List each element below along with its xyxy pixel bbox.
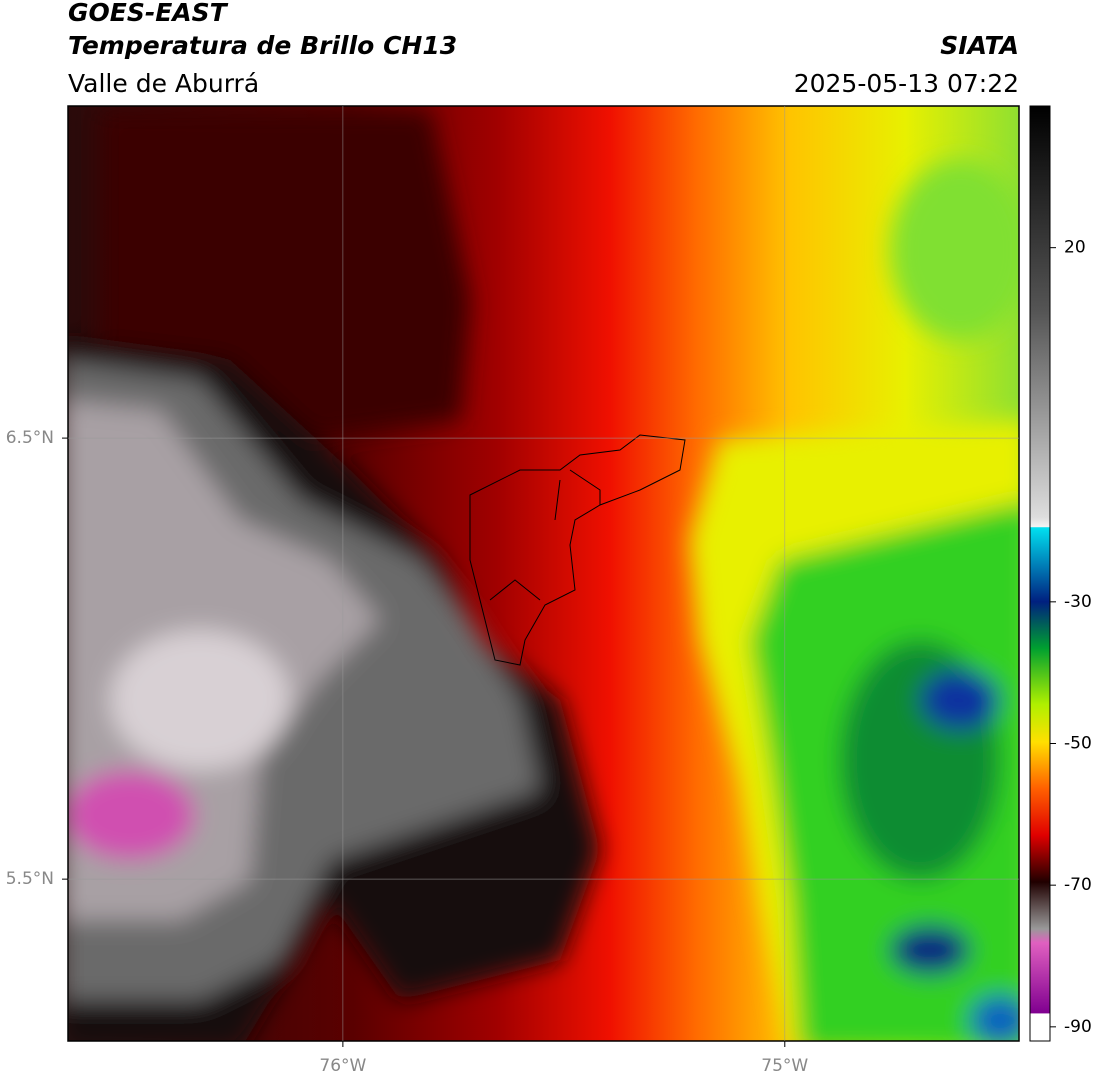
source: SIATA [940, 31, 1019, 60]
y-tick-label: 6.5°N [6, 428, 54, 448]
x-tick-label: 76°W [319, 1056, 366, 1076]
title: GOES-EAST [68, 0, 229, 27]
colorbar-tick-label: -90 [1064, 1017, 1092, 1037]
y-tick-label: 5.5°N [6, 869, 54, 889]
map-frame [67, 105, 1020, 1042]
region: Valle de Aburrá [68, 69, 259, 98]
colorbar-tick-label: -30 [1064, 592, 1092, 612]
colorbar-tick-label: 20 [1064, 238, 1086, 258]
satellite-image [68, 106, 1019, 1041]
colorbar [1029, 105, 1051, 1042]
colorbar-tick-label: -50 [1064, 734, 1092, 754]
datetime: 2025-05-13 07:22 [794, 69, 1019, 98]
watershed-outline [469, 434, 686, 666]
subtitle: Temperatura de Brillo CH13 [68, 31, 457, 60]
colorbar-tick-label: -70 [1064, 875, 1092, 895]
x-tick-label: 75°W [761, 1056, 808, 1076]
